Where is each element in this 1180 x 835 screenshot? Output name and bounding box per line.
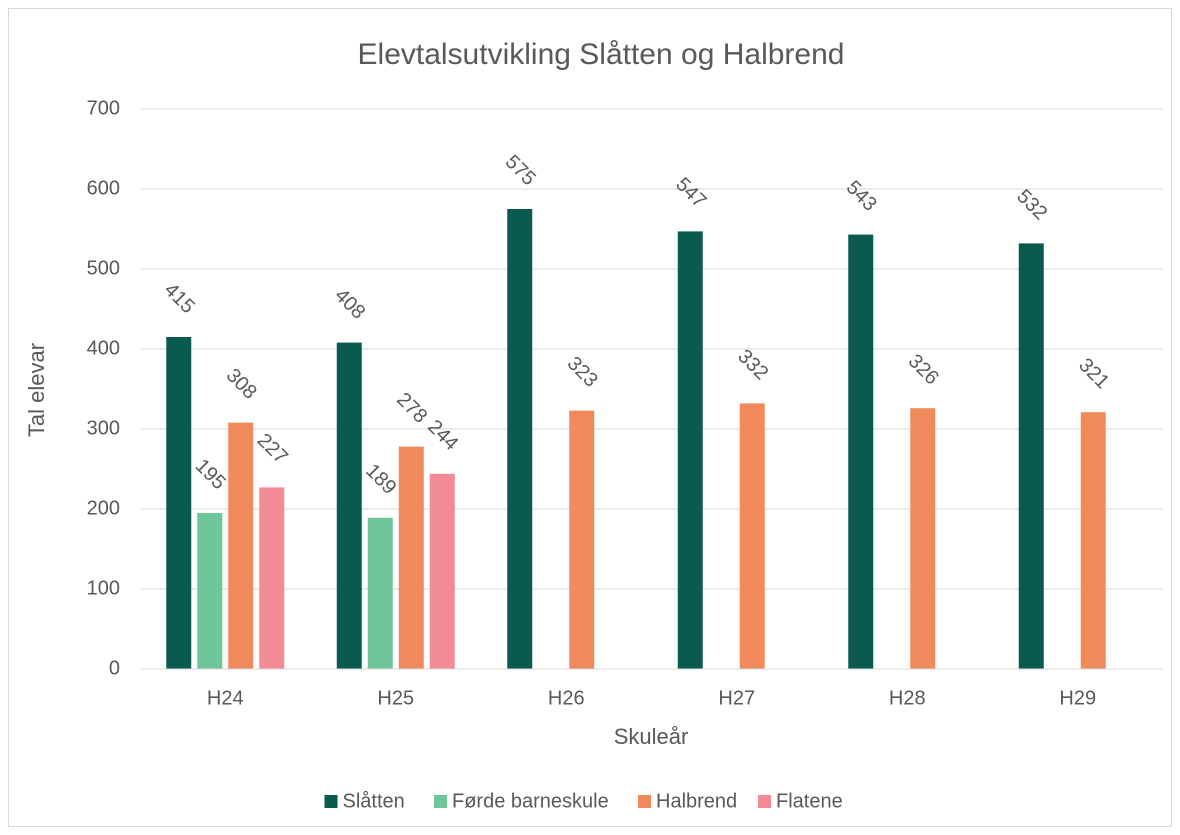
y-tick-label: 700 xyxy=(87,97,120,119)
legend-label: Halbrend xyxy=(656,790,737,812)
chart-title: Elevtalsutvikling Slåtten og Halbrend xyxy=(358,38,845,71)
bar xyxy=(848,234,874,669)
bar xyxy=(507,209,533,669)
bar xyxy=(398,446,424,669)
y-tick-label: 300 xyxy=(87,417,120,439)
x-tick-label: H29 xyxy=(1059,687,1096,709)
bar xyxy=(336,342,362,669)
x-tick-label: H26 xyxy=(548,687,585,709)
bar xyxy=(1080,412,1106,669)
bar xyxy=(429,473,455,669)
bar xyxy=(569,410,595,669)
legend-label: Flatene xyxy=(776,790,843,812)
legend-swatch xyxy=(434,795,447,808)
bar xyxy=(259,487,285,669)
bar xyxy=(910,408,936,669)
bar xyxy=(1018,243,1044,669)
bar xyxy=(739,403,765,669)
x-axis-label: Skuleår xyxy=(614,724,689,749)
y-tick-label: 100 xyxy=(87,577,120,599)
legend-label: Slåtten xyxy=(343,790,405,812)
legend-label: Førde barneskule xyxy=(452,790,609,812)
bar xyxy=(197,513,223,669)
bar xyxy=(228,422,254,669)
legend-swatch xyxy=(638,795,651,808)
bar xyxy=(367,517,393,669)
y-tick-label: 0 xyxy=(109,657,120,679)
legend-swatch xyxy=(324,795,338,808)
y-tick-label: 600 xyxy=(87,177,120,199)
y-tick-label: 200 xyxy=(87,497,120,519)
legend-swatch xyxy=(758,795,771,808)
x-tick-label: H25 xyxy=(377,687,414,709)
y-tick-label: 500 xyxy=(87,257,120,279)
y-tick-label: 400 xyxy=(87,337,120,359)
y-axis-label: Tal elevar xyxy=(24,343,49,437)
x-tick-label: H28 xyxy=(889,687,926,709)
x-tick-label: H24 xyxy=(207,687,244,709)
bar xyxy=(677,231,703,669)
x-tick-label: H27 xyxy=(718,687,755,709)
bar xyxy=(166,337,192,669)
